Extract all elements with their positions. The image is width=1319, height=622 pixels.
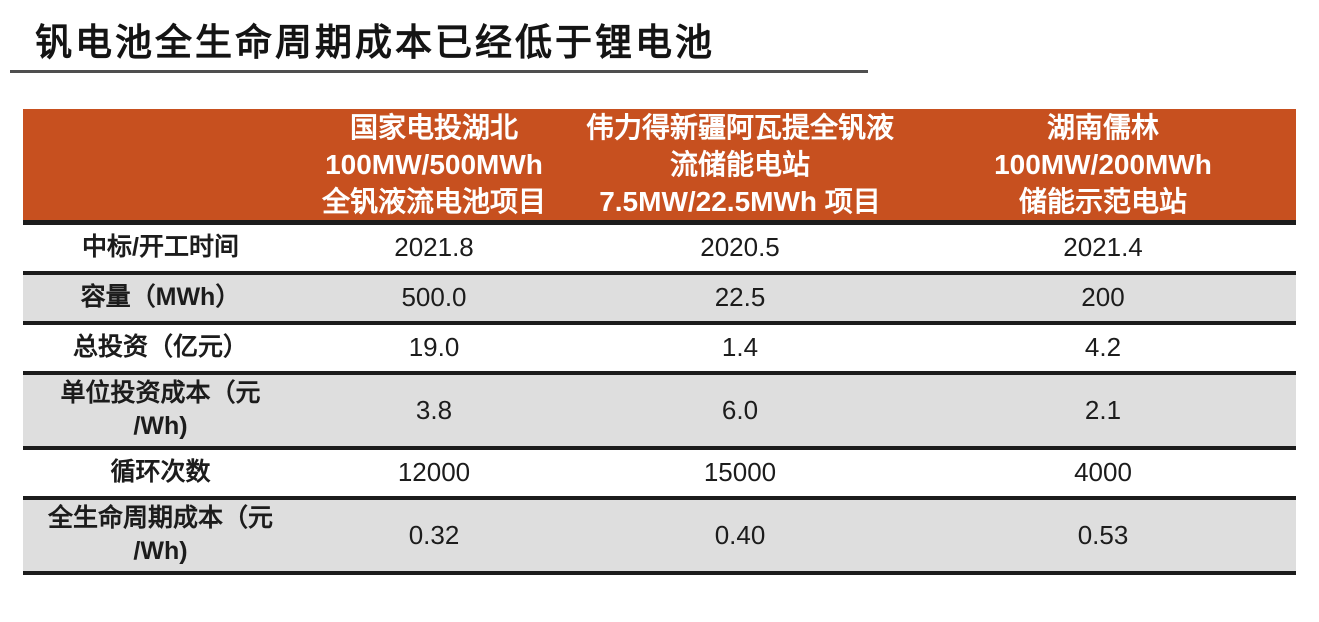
table-row: 单位投资成本（元 /Wh) 3.8 6.0 2.1: [23, 372, 1296, 448]
table-row: 全生命周期成本（元 /Wh) 0.32 0.40 0.53: [23, 497, 1296, 573]
page-title: 钒电池全生命周期成本已经低于锂电池: [35, 20, 715, 64]
row-label: 中标/开工时间: [82, 233, 239, 262]
row-label: 总投资（亿元）: [72, 333, 248, 361]
row-label: 全生命周期成本（元 /Wh): [47, 504, 273, 565]
cell-value: 500.0: [401, 282, 467, 312]
cell-value: 3.8: [415, 394, 453, 425]
cell-value: 22.5: [714, 282, 766, 312]
header-cell-project-2: 伟力得新疆阿瓦提全钒液 流储能电站 7.5MW/22.5MWh 项目: [585, 112, 894, 217]
header-cell-project-3: 湖南儒林 100MW/200MWh 储能示范电站: [994, 112, 1212, 217]
projects-table: 国家电投湖北 100MW/500MWh 全钒液流电池项目 伟力得新疆阿瓦提全钒液…: [23, 109, 1296, 575]
header-cell-project-1: 国家电投湖北 100MW/500MWh 全钒液流电池项目: [321, 112, 546, 217]
table-row: 循环次数 12000 15000 4000: [23, 447, 1296, 498]
cell-value: 6.0: [721, 394, 759, 425]
cell-value: 0.53: [1077, 519, 1129, 550]
row-label: 单位投资成本（元 /Wh): [60, 379, 261, 440]
cell-value: 0.40: [714, 519, 766, 550]
cell-value: 0.32: [408, 519, 460, 550]
header-cell-empty: [23, 109, 298, 223]
table-row: 总投资（亿元） 19.0 1.4 4.2: [23, 322, 1296, 373]
cell-value: 4000: [1074, 457, 1132, 487]
cell-value: 2020.5: [700, 232, 780, 263]
table-row: 容量（MWh） 500.0 22.5 200: [23, 272, 1296, 323]
row-label: 容量（MWh）: [80, 283, 241, 311]
cell-value: 200: [1081, 282, 1125, 312]
table-header-row: 国家电投湖北 100MW/500MWh 全钒液流电池项目 伟力得新疆阿瓦提全钒液…: [23, 109, 1296, 223]
title-underline: [10, 70, 868, 73]
cell-value: 4.2: [1084, 332, 1122, 362]
cell-value: 2021.8: [394, 232, 474, 263]
table-row: 中标/开工时间 2021.8 2020.5 2021.4: [23, 222, 1296, 273]
cell-value: 15000: [703, 457, 777, 487]
cell-value: 2021.4: [1063, 232, 1143, 263]
cell-value: 2.1: [1084, 394, 1122, 425]
projects-table-wrapper: 国家电投湖北 100MW/500MWh 全钒液流电池项目 伟力得新疆阿瓦提全钒液…: [23, 109, 1296, 575]
row-label: 循环次数: [110, 458, 211, 486]
cell-value: 12000: [397, 457, 471, 487]
cell-value: 19.0: [408, 332, 460, 362]
cell-value: 1.4: [721, 332, 759, 362]
